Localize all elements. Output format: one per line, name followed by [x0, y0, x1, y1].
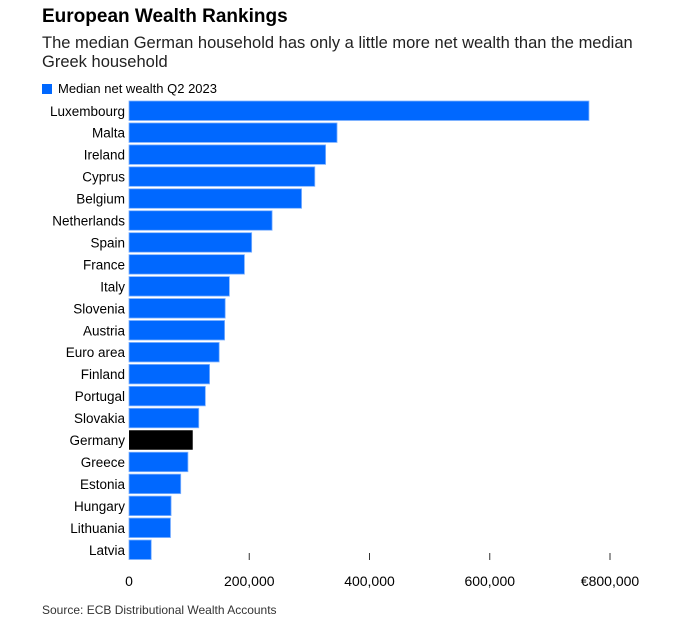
category-label: Malta	[92, 126, 126, 141]
category-label: Greece	[81, 455, 125, 470]
bar-ireland	[128, 144, 327, 165]
bar-belgium	[128, 188, 302, 209]
chart-title: European Wealth Rankings	[42, 6, 288, 27]
category-label: Hungary	[74, 499, 125, 514]
x-tick-label: 600,000	[464, 573, 515, 589]
bar-germany	[129, 430, 193, 450]
bar-latvia	[128, 539, 152, 560]
bar-hungary	[128, 495, 172, 517]
bar-slovakia	[128, 407, 200, 429]
bar-euro-area	[128, 342, 220, 363]
category-label: Lithuania	[70, 521, 125, 536]
bar-greece	[128, 451, 189, 473]
bar-finland	[128, 363, 210, 385]
category-label: Estonia	[80, 477, 126, 492]
category-label: Belgium	[76, 192, 125, 207]
bar-austria	[128, 320, 225, 341]
category-label: Germany	[69, 433, 125, 448]
bar-luxembourg	[128, 100, 590, 121]
bar-netherlands	[128, 210, 273, 231]
x-tick-label: 200,000	[224, 573, 275, 589]
category-label: France	[83, 257, 125, 272]
category-label: Netherlands	[52, 214, 125, 229]
category-label: Slovenia	[73, 301, 125, 316]
source-note: Source: ECB Distributional Wealth Accoun…	[42, 603, 277, 617]
category-label: Cyprus	[82, 170, 125, 185]
category-label: Portugal	[75, 389, 125, 404]
x-tick-label: €800,000	[581, 573, 640, 589]
bar-lithuania	[128, 517, 171, 538]
bar-malta	[128, 122, 338, 143]
category-label: Slovakia	[74, 411, 126, 426]
x-tick-label: 400,000	[344, 573, 395, 589]
bar-slovenia	[128, 298, 226, 319]
x-tick-label: 0	[125, 573, 133, 589]
category-label: Euro area	[66, 345, 126, 360]
bar-portugal	[128, 385, 206, 407]
category-label: Italy	[100, 279, 125, 294]
bar-spain	[128, 232, 253, 253]
bar-cyprus	[128, 166, 316, 187]
category-label: Luxembourg	[50, 104, 125, 119]
category-label: Spain	[90, 235, 125, 250]
bar-italy	[128, 276, 230, 297]
chart-subtitle: The median German household has only a l…	[42, 34, 633, 71]
category-label: Finland	[81, 367, 125, 382]
bar-france	[128, 254, 245, 275]
category-label: Austria	[83, 323, 126, 338]
category-label: Latvia	[89, 543, 126, 558]
legend-label: Median net wealth Q2 2023	[58, 81, 217, 96]
category-label: Ireland	[84, 148, 125, 163]
bar-estonia	[128, 473, 182, 495]
legend: Median net wealth Q2 2023	[42, 81, 217, 96]
legend-swatch	[42, 83, 52, 94]
